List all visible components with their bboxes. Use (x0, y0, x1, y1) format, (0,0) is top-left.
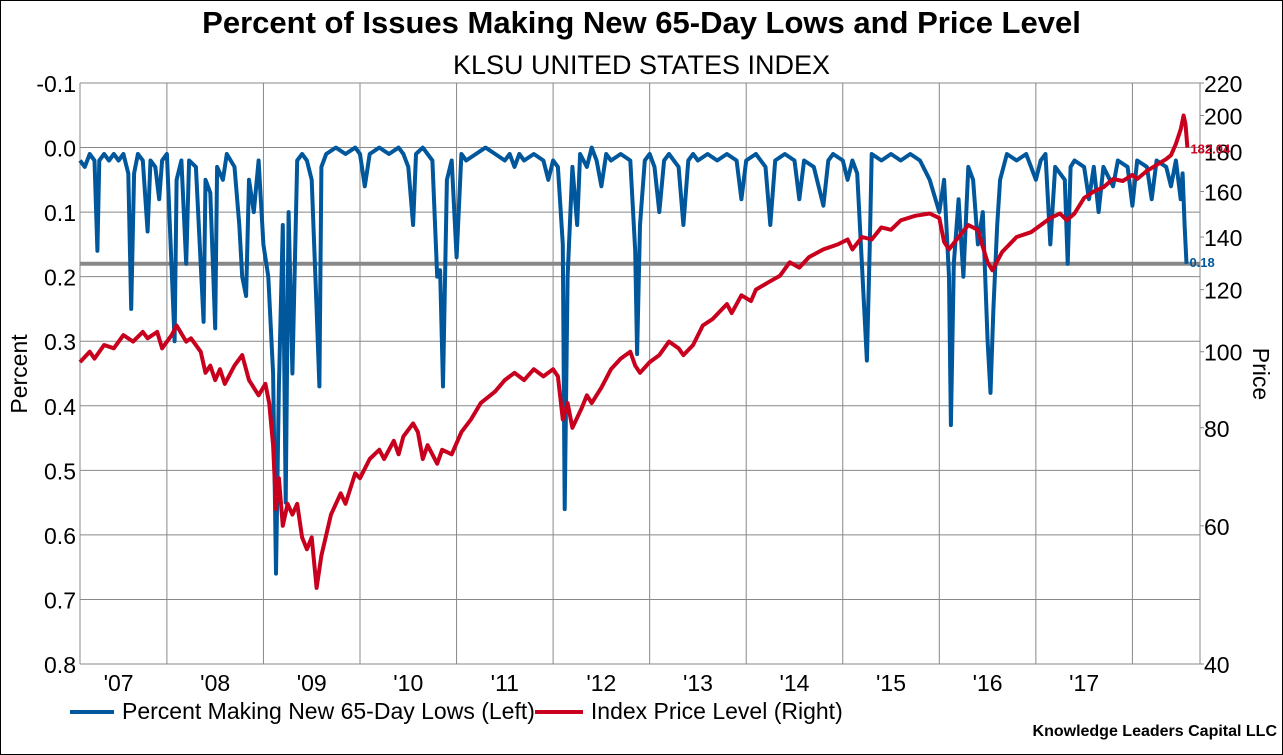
right-tick-label: 220 (1204, 71, 1242, 97)
right-tick-label: 180 (1204, 139, 1242, 165)
x-tick-label: '09 (297, 670, 327, 696)
legend-item-percent-lows: Percent Making New 65-Day Lows (Left) (70, 698, 535, 725)
right-tick-label: 100 (1204, 340, 1242, 366)
left-tick-label: 0.0 (44, 136, 76, 162)
series-group (78, 113, 1190, 590)
percent-last-value-label: 0.18 (1189, 255, 1214, 270)
x-tick-label: '12 (586, 670, 616, 696)
left-tick-label: 0.6 (44, 523, 76, 549)
left-tick-label: 0.8 (44, 652, 76, 678)
x-tick-label: '14 (779, 670, 809, 696)
annotations-group: 182.04 0.18 (1189, 142, 1230, 270)
series-line-price (78, 113, 1190, 590)
left-tick-label: 0.3 (44, 329, 76, 355)
x-tick-label: '17 (1069, 670, 1099, 696)
x-tick-label: '13 (683, 670, 713, 696)
right-tick-label: 160 (1204, 180, 1242, 206)
x-tick-label: '11 (491, 670, 519, 696)
left-tick-label: 0.1 (44, 200, 76, 226)
right-tick-label: 140 (1204, 225, 1242, 251)
chart-title: Percent of Issues Making New 65-Day Lows… (202, 5, 1081, 40)
x-tick-label: '16 (973, 670, 1003, 696)
right-tick-label: 80 (1204, 416, 1230, 442)
x-tick-label: '08 (200, 670, 230, 696)
left-tick-label: 0.2 (44, 265, 76, 291)
axes-group: -0.1 0.0 0.1 0.2 0.3 0.4 0.5 0.6 0.7 0.8 '07 '08 '09… (36, 71, 1242, 696)
right-axis-title: Price (1248, 348, 1274, 400)
legend-label-percent-lows: Percent Making New 65-Day Lows (Left) (122, 698, 535, 724)
left-tick-label: 0.5 (44, 458, 76, 484)
price-last-value-label: 182.04 (1190, 142, 1231, 157)
right-tick-label: 200 (1204, 103, 1242, 129)
legend-swatch-blue (70, 709, 114, 714)
right-tick-label: 120 (1204, 278, 1242, 304)
left-axis-title: Percent (6, 334, 32, 414)
left-tick-label: 0.7 (44, 587, 76, 613)
left-tick-label: -0.1 (36, 71, 76, 97)
right-tick-label: 40 (1204, 652, 1230, 678)
legend-label-price: Index Price Level (Right) (590, 698, 843, 724)
legend-item-price: Index Price Level (Right) (534, 698, 843, 725)
right-tick-label: 60 (1204, 514, 1230, 540)
legend: Percent Making New 65-Day Lows (Left) In… (70, 698, 843, 725)
x-tick-label: '15 (876, 670, 906, 696)
x-tick-label: '10 (393, 670, 423, 696)
x-tick-label: '07 (104, 670, 134, 696)
left-tick-label: 0.4 (44, 394, 76, 420)
legend-swatch-red (534, 709, 583, 714)
credit-text: Knowledge Leaders Capital LLC (1032, 723, 1277, 740)
series-line-percent-lows (78, 145, 1189, 576)
chart-subtitle: KLSU UNITED STATES INDEX (452, 50, 831, 80)
